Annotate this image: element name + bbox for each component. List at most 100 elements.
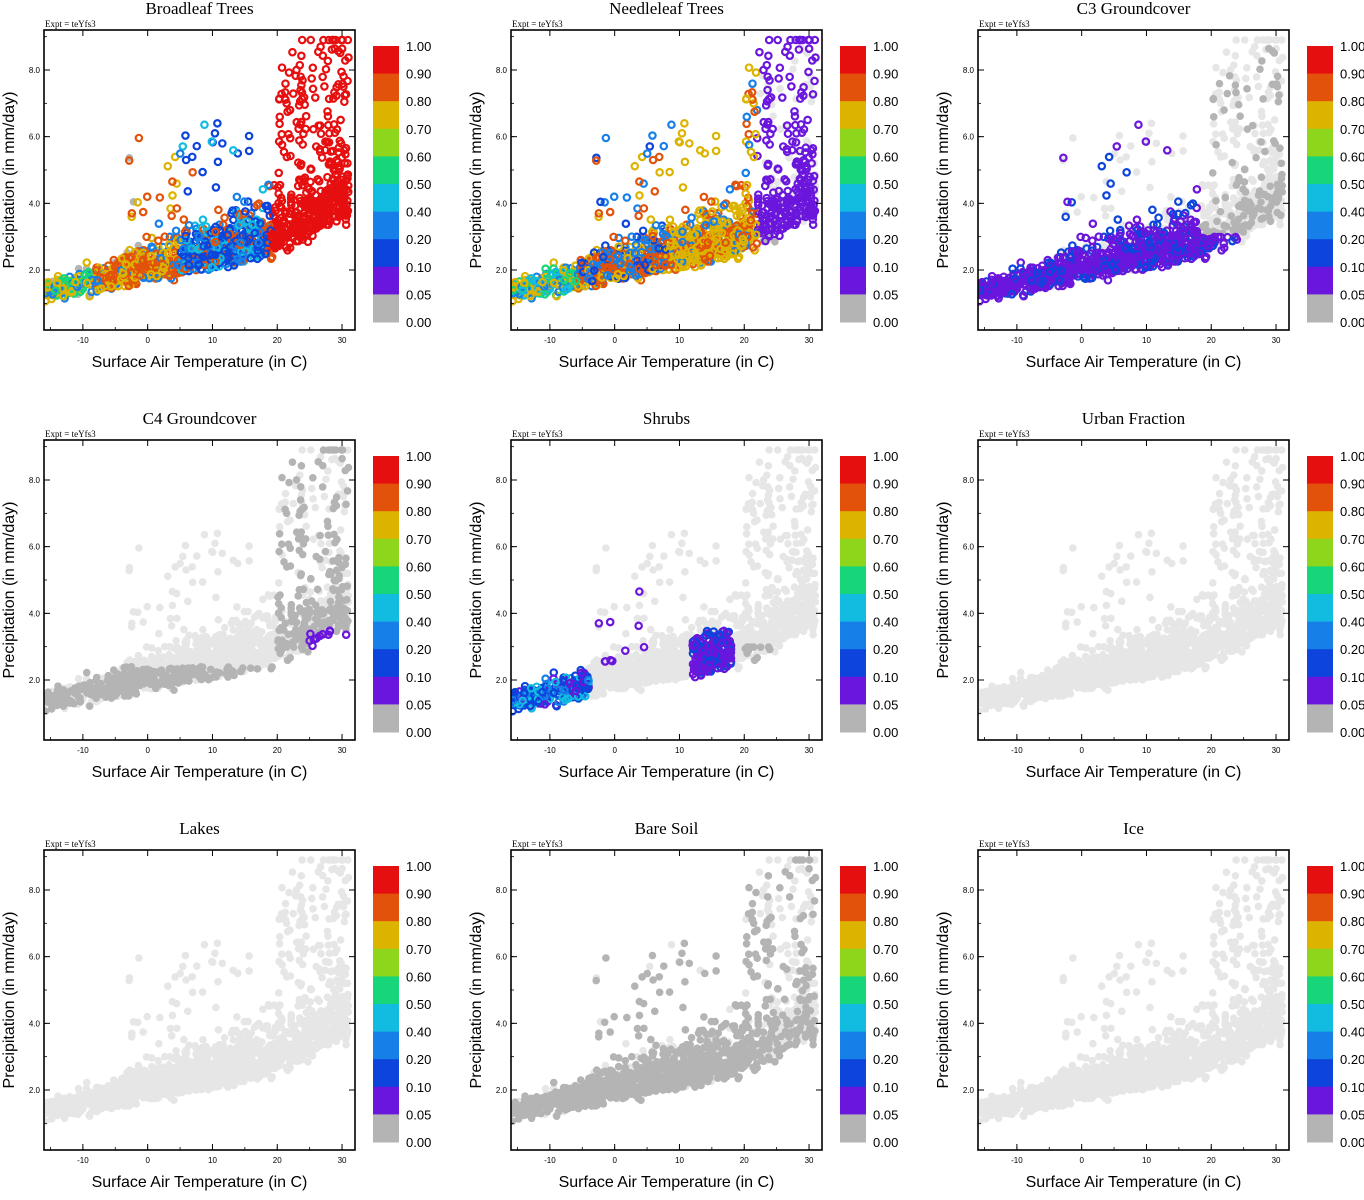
data-point — [330, 206, 339, 216]
data-point — [210, 250, 220, 260]
data-point — [139, 618, 147, 626]
data-point — [794, 183, 804, 192]
data-point — [742, 112, 752, 122]
data-point — [1262, 36, 1271, 44]
data-point — [172, 204, 182, 213]
data-point — [601, 133, 611, 143]
data-point — [1163, 216, 1172, 224]
data-point — [147, 242, 156, 251]
data-point — [1097, 248, 1107, 258]
data-point — [1200, 254, 1210, 264]
data-point — [626, 263, 635, 272]
data-point — [135, 544, 143, 552]
colorbar-label: 1.00 — [406, 39, 431, 54]
data-point — [306, 204, 315, 213]
data-point — [558, 265, 568, 275]
plot-frame — [510, 29, 823, 331]
data-point — [254, 238, 263, 247]
data-point — [773, 219, 782, 229]
data-point — [721, 238, 730, 247]
data-point — [165, 232, 175, 242]
data-point — [744, 129, 754, 139]
data-point — [746, 147, 756, 157]
colorbar-swatch — [373, 101, 399, 130]
data-point — [687, 246, 697, 255]
data-point — [1061, 212, 1070, 222]
data-point — [741, 168, 751, 178]
data-point — [665, 252, 674, 262]
colorbar-swatch — [1307, 46, 1333, 75]
data-point — [1163, 261, 1173, 270]
data-point — [198, 167, 207, 177]
data-point — [1186, 215, 1196, 225]
data-point — [631, 240, 641, 250]
data-point — [163, 248, 173, 258]
data-point — [733, 254, 743, 264]
x-tick-label: -10 — [77, 336, 89, 345]
data-point — [1209, 119, 1218, 128]
data-point — [274, 216, 284, 225]
data-point — [1172, 251, 1182, 260]
data-point — [1218, 130, 1227, 138]
data-point — [630, 248, 640, 258]
data-point — [194, 231, 204, 241]
data-point — [294, 236, 303, 246]
data-point — [613, 251, 623, 261]
data-point — [1073, 208, 1081, 216]
data-point — [1168, 209, 1178, 219]
data-point — [1264, 88, 1273, 97]
experiment-label: Expt = teYfs3 — [979, 19, 1030, 29]
data-point — [1265, 128, 1273, 137]
colorbar-label: 0.60 — [1340, 149, 1364, 164]
data-point — [187, 152, 197, 162]
x-tick-label: -10 — [1011, 336, 1023, 345]
data-point — [1216, 207, 1225, 216]
data-point — [763, 161, 772, 170]
data-point — [1214, 148, 1222, 156]
data-point — [755, 47, 764, 57]
data-point — [693, 242, 702, 251]
data-point — [756, 89, 765, 98]
data-point — [314, 176, 324, 186]
data-point — [1242, 221, 1250, 229]
data-point — [776, 125, 785, 134]
data-point — [1208, 169, 1217, 177]
data-point — [769, 188, 778, 197]
data-point — [1245, 198, 1254, 206]
data-point — [319, 35, 328, 45]
data-point — [299, 175, 308, 184]
data-point — [744, 140, 754, 150]
data-point — [335, 48, 345, 58]
data-point — [792, 159, 802, 168]
data-point — [59, 273, 69, 283]
data-point — [1179, 132, 1187, 140]
colorbar-label: 0.90 — [873, 67, 898, 82]
data-point — [808, 220, 818, 229]
data-point — [630, 161, 640, 171]
data-point — [52, 278, 62, 287]
data-point — [213, 157, 223, 167]
data-point — [1272, 80, 1281, 88]
data-point — [1257, 173, 1266, 181]
data-point — [341, 220, 351, 229]
data-point — [1264, 207, 1273, 215]
data-point — [338, 172, 347, 182]
data-point — [1132, 252, 1141, 262]
y-tick-label: 2.0 — [963, 266, 975, 275]
data-point — [526, 273, 536, 283]
data-point — [773, 204, 782, 213]
data-point — [642, 149, 652, 158]
data-point — [250, 228, 260, 238]
data-point — [696, 215, 705, 225]
data-point — [1054, 276, 1064, 286]
data-point — [344, 53, 353, 62]
data-point — [1236, 112, 1244, 121]
data-point — [808, 90, 818, 99]
data-point — [659, 141, 669, 151]
data-point — [294, 175, 304, 185]
data-point — [277, 140, 287, 150]
data-point — [1241, 74, 1250, 83]
data-point — [1240, 165, 1249, 174]
data-point — [155, 629, 163, 638]
colorbar-label: 1.00 — [873, 39, 898, 54]
